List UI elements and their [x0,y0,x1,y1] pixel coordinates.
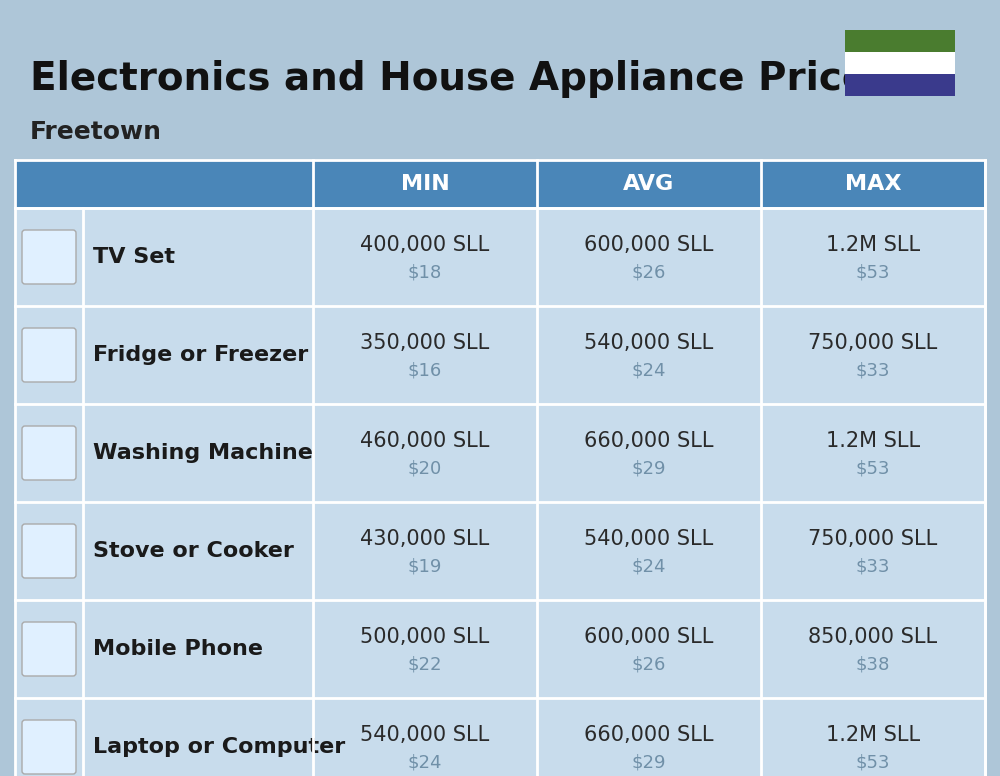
Text: 750,000 SLL: 750,000 SLL [808,333,938,353]
Bar [845,74,955,96]
Bar [15,502,985,600]
Text: $53: $53 [856,264,890,282]
Text: $26: $26 [632,264,666,282]
Bar [15,306,985,404]
Text: $38: $38 [856,656,890,674]
Text: 540,000 SLL: 540,000 SLL [360,725,490,745]
Text: 600,000 SLL: 600,000 SLL [584,235,714,255]
Text: 400,000 SLL: 400,000 SLL [360,235,490,255]
FancyBboxPatch shape [22,230,76,284]
FancyBboxPatch shape [22,328,76,382]
Text: $29: $29 [632,754,666,772]
FancyBboxPatch shape [22,622,76,676]
FancyBboxPatch shape [22,524,76,578]
Bar [15,208,985,306]
Text: 1.2M SLL: 1.2M SLL [826,725,920,745]
Text: 660,000 SLL: 660,000 SLL [584,725,714,745]
Bar [15,600,985,698]
Text: AVG: AVG [623,174,675,194]
Bar [83,160,313,208]
Text: $26: $26 [632,656,666,674]
Text: $24: $24 [408,754,442,772]
Bar [15,160,83,208]
Text: $19: $19 [408,558,442,576]
Text: TV Set: TV Set [93,247,175,267]
Bar [15,404,985,502]
Bar [313,160,537,208]
Text: 350,000 SLL: 350,000 SLL [360,333,490,353]
Text: Electronics and House Appliance Prices: Electronics and House Appliance Prices [30,60,891,98]
Text: Laptop or Computer: Laptop or Computer [93,737,345,757]
Text: $33: $33 [856,362,890,380]
Text: $53: $53 [856,754,890,772]
Text: Mobile Phone: Mobile Phone [93,639,263,659]
Text: 660,000 SLL: 660,000 SLL [584,431,714,451]
Text: $33: $33 [856,558,890,576]
Text: 1.2M SLL: 1.2M SLL [826,235,920,255]
Bar [845,30,955,52]
Text: 430,000 SLL: 430,000 SLL [360,529,490,549]
Text: 540,000 SLL: 540,000 SLL [584,333,714,353]
Text: 540,000 SLL: 540,000 SLL [584,529,714,549]
Bar [845,52,955,74]
FancyBboxPatch shape [22,720,76,774]
Text: $24: $24 [632,558,666,576]
Text: $20: $20 [408,460,442,478]
Text: Fridge or Freezer: Fridge or Freezer [93,345,308,365]
Text: 500,000 SLL: 500,000 SLL [360,627,490,647]
Text: 850,000 SLL: 850,000 SLL [808,627,938,647]
Text: Washing Machine: Washing Machine [93,443,313,463]
Text: Stove or Cooker: Stove or Cooker [93,541,294,561]
Bar [537,160,761,208]
Text: MIN: MIN [401,174,449,194]
FancyBboxPatch shape [22,426,76,480]
Text: $29: $29 [632,460,666,478]
Bar [15,698,985,776]
Bar [761,160,985,208]
Text: 460,000 SLL: 460,000 SLL [360,431,490,451]
Text: $18: $18 [408,264,442,282]
Text: Freetown: Freetown [30,120,162,144]
Text: 600,000 SLL: 600,000 SLL [584,627,714,647]
Text: MAX: MAX [845,174,901,194]
Text: 1.2M SLL: 1.2M SLL [826,431,920,451]
Text: $24: $24 [632,362,666,380]
Text: $16: $16 [408,362,442,380]
Text: $22: $22 [408,656,442,674]
Text: $53: $53 [856,460,890,478]
Text: 750,000 SLL: 750,000 SLL [808,529,938,549]
